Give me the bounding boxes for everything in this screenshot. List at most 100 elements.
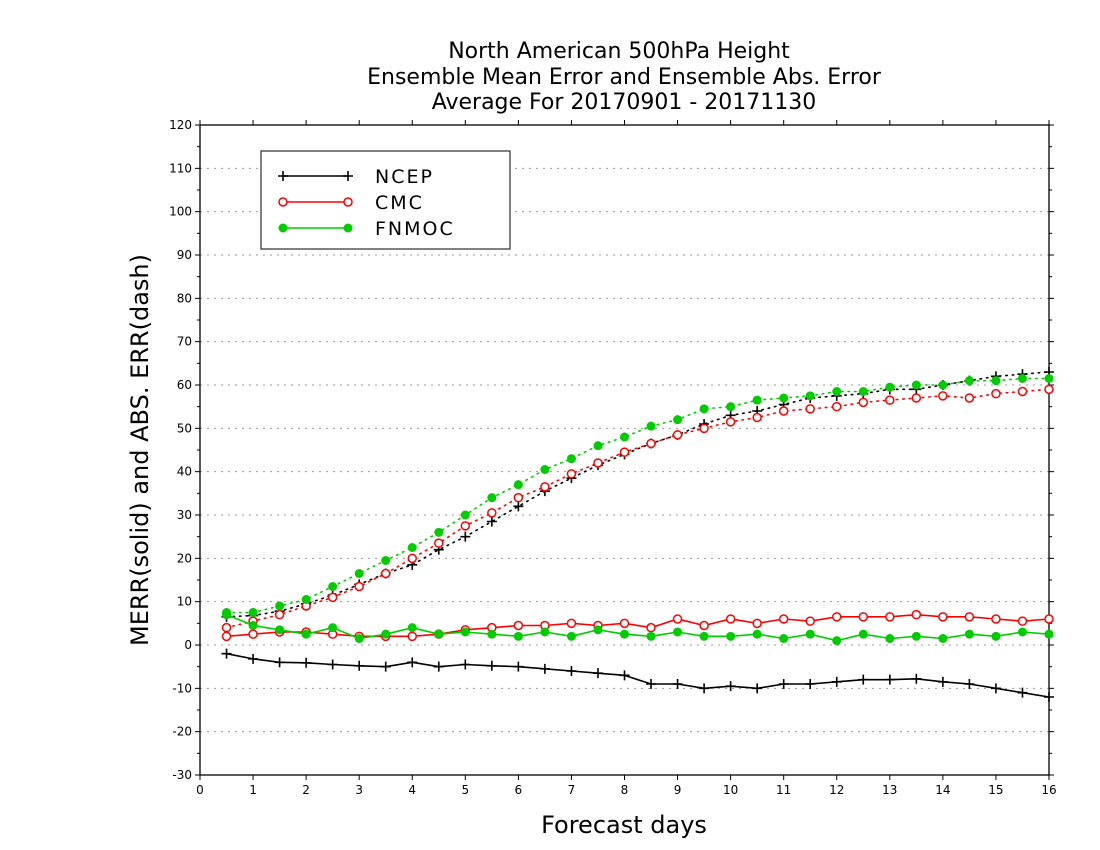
ncep-merr-point xyxy=(725,681,736,692)
x-tick-label: 8 xyxy=(621,783,629,797)
fnmoc-abs-err-point xyxy=(1044,374,1054,383)
cmc-abs-err-point xyxy=(407,553,417,564)
cmc-abs-err-point xyxy=(858,397,869,408)
ncep-merr-point xyxy=(460,659,471,670)
legend-label-cmc: CMC xyxy=(375,192,424,214)
fnmoc-series xyxy=(222,374,1054,646)
fnmoc-abs-err-point xyxy=(911,380,921,390)
fnmoc-merr-point xyxy=(699,631,709,641)
ncep-series xyxy=(221,367,1054,702)
fnmoc-merr-point xyxy=(1017,627,1027,637)
cmc-abs-err-point xyxy=(354,581,364,592)
legend-marker-ncep xyxy=(278,171,288,181)
fnmoc-abs-err-point xyxy=(460,510,470,520)
fnmoc-merr-line xyxy=(226,613,1050,642)
fnmoc-merr-point xyxy=(805,629,815,639)
fnmoc-merr-point xyxy=(779,634,789,643)
fnmoc-merr-point xyxy=(301,629,311,639)
legend-marker-fnmoc xyxy=(278,223,288,233)
cmc-merr-point xyxy=(805,616,815,626)
y-tick-label: 70 xyxy=(177,335,192,349)
cmc-merr-point xyxy=(566,618,577,629)
y-axis-ticks: -30 -20 -10 0 10 20 30 40 50 60 70 80 90 100 110 120 xyxy=(169,118,1054,782)
cmc-abs-err-point xyxy=(646,438,656,449)
y-tick-label: -30 xyxy=(172,768,192,782)
fnmoc-abs-err-point xyxy=(328,582,338,591)
cmc-abs-err-point xyxy=(752,412,762,423)
y-tick-label: 100 xyxy=(169,205,192,219)
x-tick-label: 9 xyxy=(674,783,682,797)
cmc-abs-err-point xyxy=(832,401,842,412)
cmc-abs-err-point xyxy=(778,406,789,416)
cmc-abs-err-point xyxy=(964,393,975,403)
y-tick-label: 90 xyxy=(177,248,192,262)
cmc-merr-point xyxy=(991,614,1001,624)
y-tick-label: 30 xyxy=(177,508,192,522)
cmc-merr-point xyxy=(832,612,842,622)
fnmoc-abs-err-point xyxy=(991,376,1001,386)
cmc-merr-point xyxy=(964,612,975,622)
cmc-abs-err-point xyxy=(699,423,709,434)
ncep-merr-point xyxy=(619,670,630,681)
fnmoc-abs-err-point xyxy=(1017,374,1027,383)
cmc-abs-err-point xyxy=(911,393,922,403)
ncep-merr-point xyxy=(354,660,365,671)
fnmoc-merr-point xyxy=(248,621,258,630)
fnmoc-abs-err-point xyxy=(593,441,603,451)
x-tick-label: 1 xyxy=(249,783,257,797)
fnmoc-merr-point xyxy=(964,629,974,639)
fnmoc-merr-point xyxy=(726,631,736,641)
data-series xyxy=(221,367,1054,702)
ncep-merr-point xyxy=(433,661,444,672)
cmc-merr-point xyxy=(513,620,524,631)
cmc-abs-err-point xyxy=(938,391,948,401)
fnmoc-abs-err-point xyxy=(646,421,656,431)
fnmoc-merr-point xyxy=(646,631,656,641)
cmc-series xyxy=(221,384,1054,642)
x-tick-label: 7 xyxy=(568,783,576,797)
fnmoc-merr-point xyxy=(487,629,497,639)
cmc-abs-err-point xyxy=(513,492,524,503)
x-tick-label: 16 xyxy=(1041,783,1056,797)
ncep-abs-err-point xyxy=(513,501,524,512)
ncep-merr-point xyxy=(672,679,683,689)
cmc-abs-err-point xyxy=(885,395,895,405)
fnmoc-merr-point xyxy=(620,629,629,639)
fnmoc-abs-err-point xyxy=(407,543,417,552)
cmc-abs-err-point xyxy=(725,417,736,427)
fnmoc-merr-point xyxy=(593,625,603,635)
ncep-merr-point xyxy=(566,666,577,676)
fnmoc-merr-point xyxy=(407,623,417,633)
fnmoc-abs-err-point xyxy=(673,415,683,425)
cmc-merr-point xyxy=(248,629,258,639)
fnmoc-abs-err-point xyxy=(301,595,311,604)
fnmoc-abs-err-point xyxy=(513,480,523,490)
legend-marker-ncep xyxy=(343,171,353,181)
y-tick-label: 0 xyxy=(184,638,192,652)
cmc-abs-err-point xyxy=(327,592,338,603)
fnmoc-merr-point xyxy=(381,629,391,639)
y-tick-label: 60 xyxy=(177,378,192,392)
cmc-merr-point xyxy=(938,612,948,622)
legend-label-fnmoc: FNMOC xyxy=(375,218,455,240)
x-tick-label: 6 xyxy=(515,783,523,797)
cmc-merr-point xyxy=(672,614,683,624)
fnmoc-merr-point xyxy=(275,625,285,635)
ncep-merr-point xyxy=(778,679,789,689)
y-axis-label: MERR(solid) and ABS. ERR(dash) xyxy=(126,254,154,646)
cmc-abs-err-point xyxy=(672,430,683,440)
legend: NCEP CMC FNMOC xyxy=(260,150,511,250)
ncep-merr-point xyxy=(646,679,657,689)
cmc-abs-err-point xyxy=(566,469,577,479)
ncep-merr-point xyxy=(699,683,710,694)
x-tick-label: 0 xyxy=(196,783,204,797)
cmc-merr-point xyxy=(646,622,656,633)
y-tick-label: 110 xyxy=(169,161,192,175)
fnmoc-merr-point xyxy=(991,631,1001,641)
y-tick-label: -10 xyxy=(172,681,192,695)
y-tick-label: -20 xyxy=(172,725,192,739)
y-tick-label: 10 xyxy=(177,595,192,609)
x-tick-label: 10 xyxy=(723,783,738,797)
fnmoc-merr-point xyxy=(832,636,842,646)
